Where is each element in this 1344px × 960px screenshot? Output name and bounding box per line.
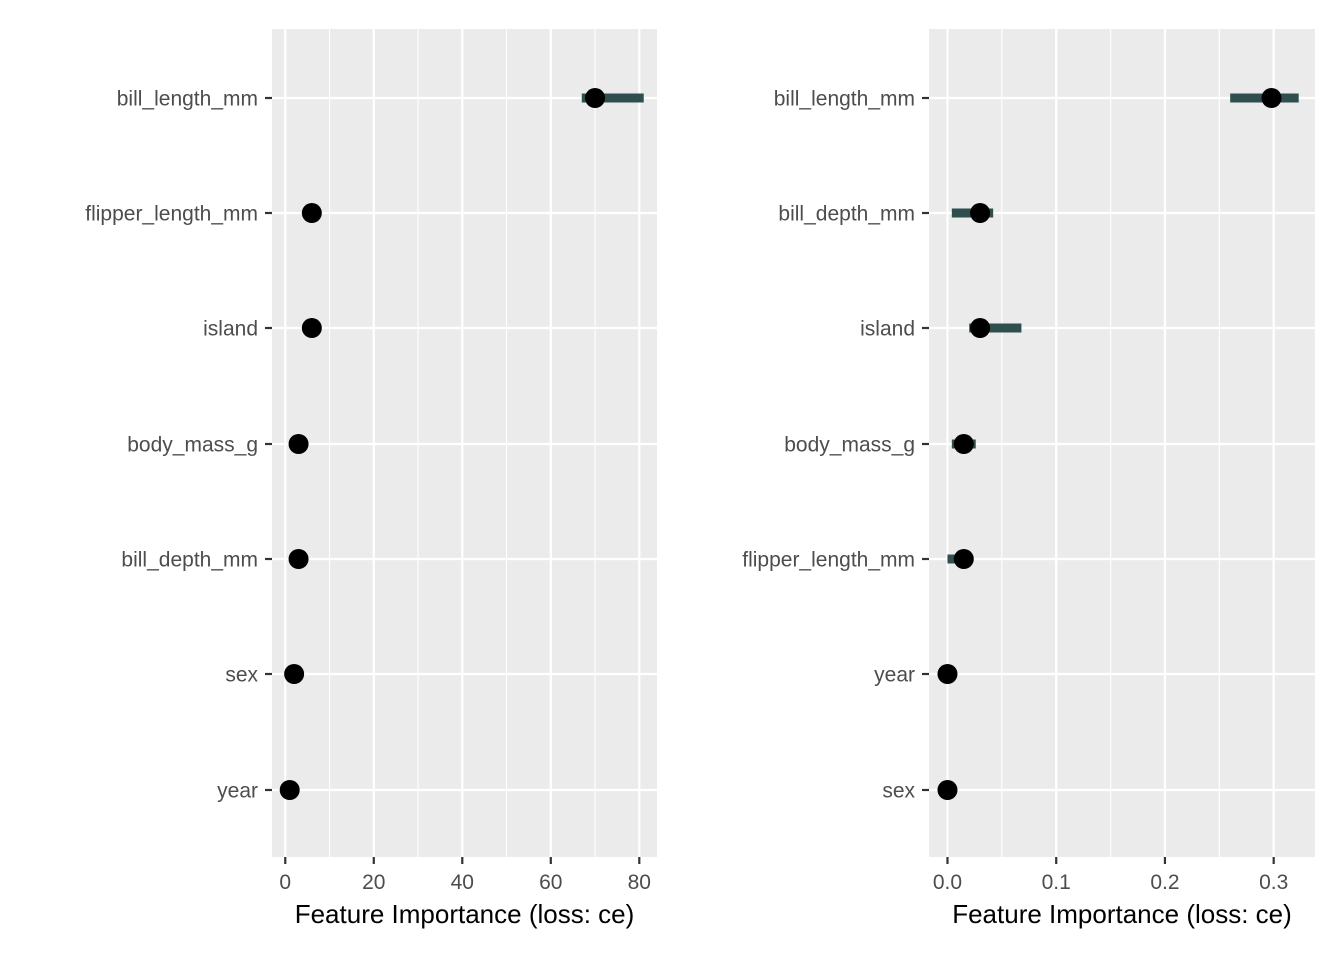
importance-point <box>970 203 991 223</box>
importance-point <box>288 434 309 454</box>
y-tick-label: island <box>203 318 258 341</box>
importance-point <box>284 664 305 684</box>
importance-point <box>953 434 974 454</box>
importance-point <box>279 780 300 800</box>
y-tick-label: bill_length_mm <box>117 88 258 111</box>
x-tick-label: 0.0 <box>933 871 962 894</box>
importance-point <box>953 549 974 569</box>
x-axis-title: Feature Importance (loss: ce) <box>952 899 1292 929</box>
y-tick-label: body_mass_g <box>784 434 915 457</box>
x-tick-label: 40 <box>451 871 474 894</box>
x-tick-label: 0.3 <box>1259 871 1288 894</box>
importance-point <box>301 203 322 223</box>
importance-point <box>937 664 958 684</box>
y-tick-label: bill_depth_mm <box>778 203 915 226</box>
x-tick-label: 20 <box>362 871 385 894</box>
importance-point <box>585 88 606 108</box>
importance-point <box>301 318 322 338</box>
y-tick-label: body_mass_g <box>127 434 258 457</box>
x-tick-label: 80 <box>628 871 651 894</box>
y-tick-label: year <box>874 664 915 687</box>
y-tick-label: sex <box>882 780 915 803</box>
x-tick-label: 0.2 <box>1150 871 1179 894</box>
x-tick-label: 0 <box>279 871 291 894</box>
x-tick-label: 0.1 <box>1042 871 1071 894</box>
y-tick-label: flipper_length_mm <box>742 549 915 572</box>
y-tick-label: island <box>860 318 915 341</box>
y-tick-label: bill_depth_mm <box>121 549 258 572</box>
y-tick-label: sex <box>225 664 258 687</box>
right-panel: 0.0 0.1 0.2 0.3 Feature Importance (loss: ce… <box>742 29 1315 929</box>
left-panel: 0 20 40 60 80 Feature Importance (loss: ce) bi… <box>85 29 657 929</box>
x-tick-label: 60 <box>539 871 562 894</box>
x-axis-title: Feature Importance (loss: ce) <box>295 899 635 929</box>
y-tick-label: year <box>217 780 258 803</box>
importance-point <box>1261 88 1282 108</box>
importance-point <box>937 780 958 800</box>
y-tick-label: bill_length_mm <box>774 88 915 111</box>
importance-point <box>970 318 991 338</box>
importance-point <box>288 549 309 569</box>
y-tick-label: flipper_length_mm <box>85 203 258 226</box>
